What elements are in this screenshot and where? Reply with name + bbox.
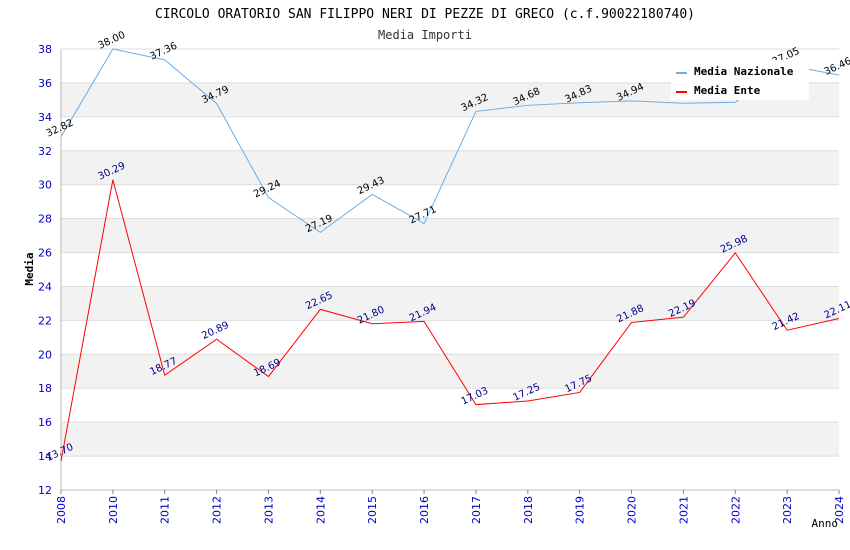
legend-label-media-ente: Media Ente: [694, 84, 761, 97]
series-line-media-ente: [60, 179, 840, 462]
grid-band: [61, 422, 839, 457]
y-axis-ticks: 12 14 16 18 20 22 24 26 28 30 32 34 36 38: [38, 43, 52, 497]
y-tick-label: 28: [38, 213, 52, 226]
legend: Media Nazionale Media Ente: [671, 60, 809, 100]
chart-subtitle: Media Importi: [378, 28, 472, 42]
x-tick-label: 2017: [470, 496, 483, 524]
grid-band: [61, 320, 839, 355]
data-label: 38.00: [97, 30, 128, 52]
grid-band: [61, 456, 839, 490]
x-tick-label: 2024: [833, 496, 846, 524]
y-tick-label: 34: [38, 111, 52, 124]
x-tick-label: 2023: [781, 496, 794, 524]
y-axis-title: Media: [23, 252, 36, 285]
x-tick-label: 2022: [729, 496, 742, 524]
x-axis-title: Anno: [812, 517, 839, 530]
x-tick-label: 2018: [522, 496, 535, 524]
chart-title: CIRCOLO ORATORIO SAN FILIPPO NERI DI PEZ…: [155, 7, 695, 22]
grid-band: [61, 286, 839, 321]
series-line-media-nazionale: [60, 48, 840, 233]
series-lines: [60, 48, 840, 462]
y-tick-label: 22: [38, 314, 52, 327]
legend-box: [671, 60, 809, 100]
x-tick-label: 2011: [159, 496, 172, 524]
y-tick-label: 32: [38, 145, 52, 158]
y-tick-label: 12: [38, 484, 52, 497]
gridlines: [60, 48, 839, 491]
x-tick-label: 2016: [418, 496, 431, 524]
x-tick-label: 2015: [366, 496, 379, 524]
grid-band: [61, 116, 839, 151]
grid-band: [61, 252, 839, 287]
y-tick-label: 14: [38, 450, 52, 463]
grid-band: [61, 354, 839, 389]
x-tick-label: 2021: [677, 496, 690, 524]
grid-band: [61, 218, 839, 253]
y-tick-label: 20: [38, 348, 52, 361]
y-tick-label: 30: [38, 179, 52, 192]
y-tick-label: 18: [38, 382, 52, 395]
y-tick-label: 16: [38, 416, 52, 429]
x-tick-label: 2010: [107, 496, 120, 524]
grid-band: [61, 184, 839, 219]
y-tick-label: 24: [38, 280, 52, 293]
x-axis-ticks: 2008 2010 2011 2012 2013 2014 2015 2016 2017 2018…: [55, 490, 846, 524]
legend-label-media-nazionale: Media Nazionale: [694, 65, 794, 78]
x-tick-label: 2019: [574, 496, 587, 524]
x-tick-label: 2013: [262, 496, 275, 524]
y-tick-label: 26: [38, 247, 52, 260]
x-tick-label: 2020: [626, 496, 639, 524]
x-tick-label: 2008: [55, 496, 68, 524]
grid-band: [61, 388, 839, 423]
x-tick-label: 2012: [211, 496, 224, 524]
y-tick-label: 38: [38, 43, 52, 56]
x-tick-label: 2014: [314, 496, 327, 524]
y-tick-label: 36: [38, 77, 52, 90]
